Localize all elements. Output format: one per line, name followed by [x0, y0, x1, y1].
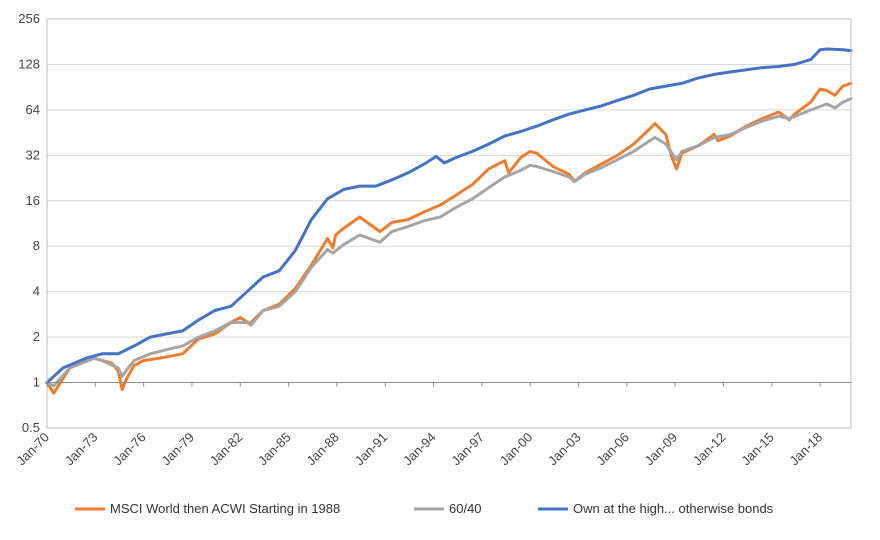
y-tick-label: 256: [18, 11, 40, 26]
legend-label-3: Own at the high... otherwise bonds: [573, 501, 774, 516]
y-tick-label: 1: [33, 375, 40, 390]
legend-label-2: 60/40: [449, 501, 482, 516]
legend-label-1: MSCI World then ACWI Starting in 1988: [110, 501, 340, 516]
y-tick-label: 0.5: [22, 420, 40, 435]
y-tick-label: 2: [33, 329, 40, 344]
series-line-2: [45, 97, 853, 388]
y-tick-label: 4: [33, 284, 40, 299]
series-lines: [45, 47, 853, 395]
y-tick-label: 64: [26, 102, 40, 117]
series-line-1: [45, 81, 853, 395]
legend: MSCI World then ACWI Starting in 1988 60/…: [75, 501, 774, 516]
series-line-3: [45, 47, 853, 385]
y-tick-label: 16: [26, 193, 40, 208]
y-tick-label: 32: [26, 147, 40, 162]
y-tick-label: 8: [33, 238, 40, 253]
plot-frame: [46, 18, 852, 429]
y-tick-label: 128: [18, 56, 40, 71]
